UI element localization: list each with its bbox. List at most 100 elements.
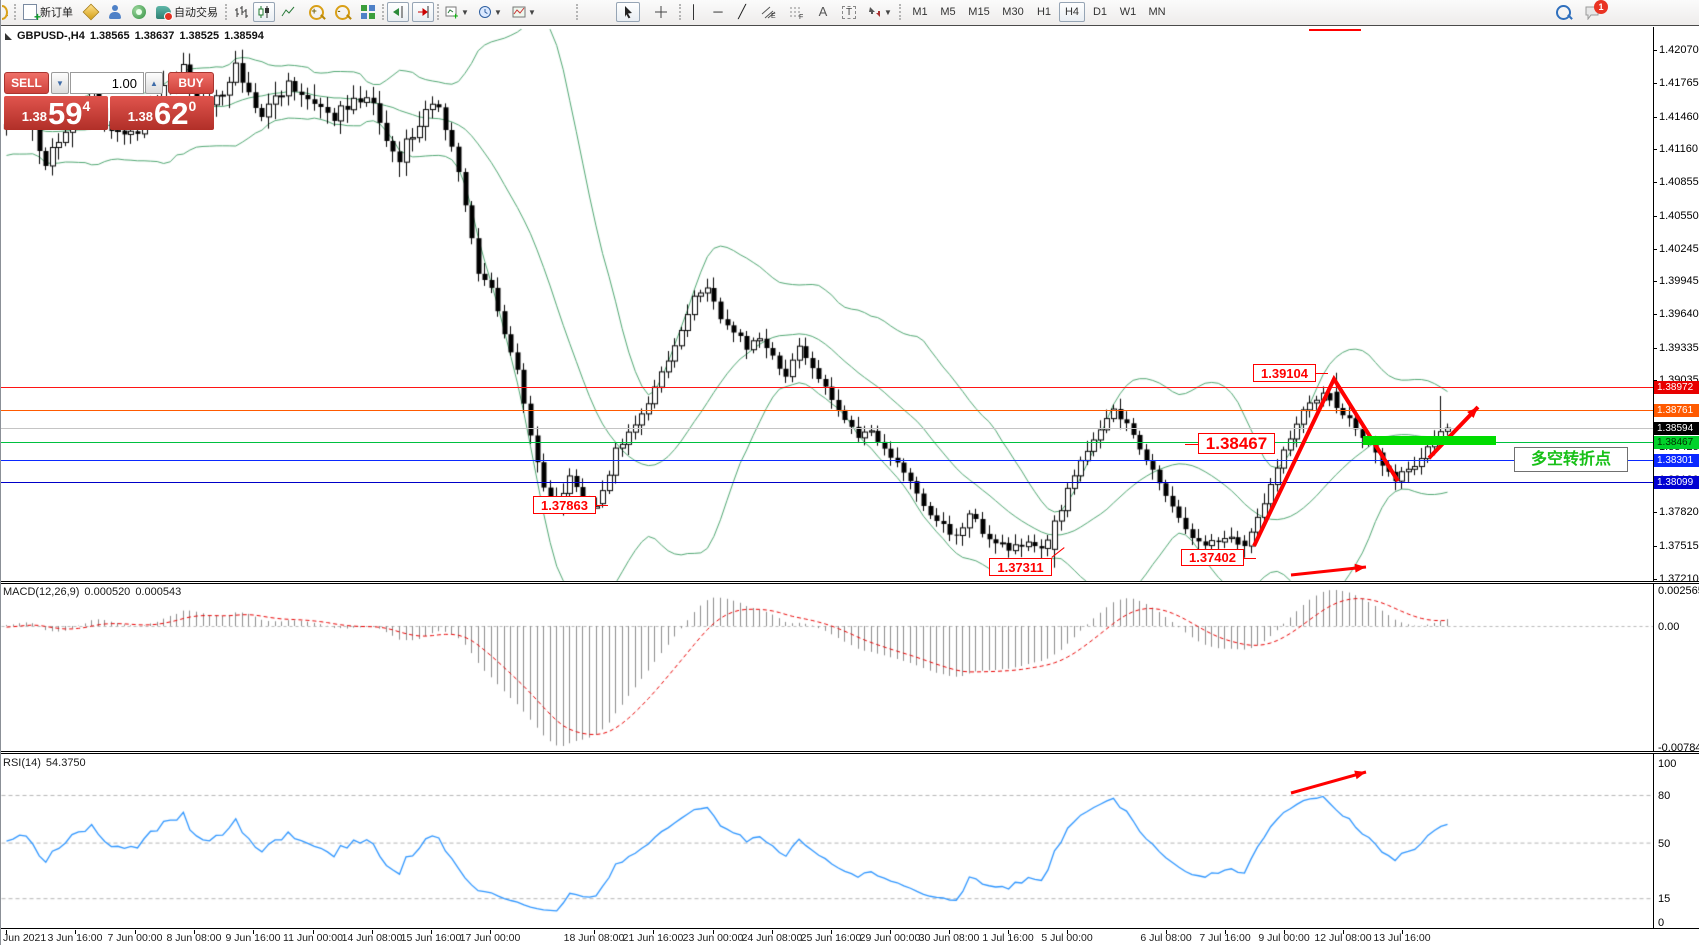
timeframe-h1[interactable]: H1: [1036, 6, 1052, 18]
current-price-line[interactable]: [1, 428, 1653, 429]
horizontal-level-line[interactable]: [1, 460, 1653, 461]
chart-title: GBPUSD-,H4 1.38565 1.38637 1.38525 1.385…: [5, 30, 264, 42]
zoom-out-icon: -: [334, 4, 350, 20]
timeframe-mn[interactable]: MN: [1148, 6, 1166, 18]
swing-label-connector: [1185, 443, 1198, 445]
new-chart-dropdown[interactable]: + ▼: [442, 2, 472, 22]
bar-chart-button[interactable]: [230, 2, 252, 22]
time-tick-mark: [1225, 930, 1226, 934]
toolbar-grip[interactable]: [225, 4, 230, 20]
autotrading-button[interactable]: 自动交易: [152, 2, 222, 22]
time-tick-label: 17 Jun 00:00: [459, 932, 521, 944]
toolbar-grip[interactable]: [437, 4, 442, 20]
notifications-button[interactable]: 1: [1579, 0, 1608, 22]
rsi-axis-label: 100: [1658, 758, 1677, 771]
buy-price-button[interactable]: 1.38 62 0: [110, 96, 214, 130]
price-canvas[interactable]: [1, 26, 1699, 945]
horizontal-level-line[interactable]: [1, 410, 1653, 411]
price-tick-mark: [1653, 182, 1657, 184]
price-tick-label: 1.41460: [1659, 110, 1699, 123]
search-button[interactable]: [1551, 2, 1575, 22]
buy-button[interactable]: BUY: [168, 72, 214, 94]
toolbar-grip[interactable]: [576, 4, 581, 20]
broadcast-button[interactable]: [128, 2, 150, 22]
time-tick-mark: [1402, 930, 1403, 934]
support-highlight-bar[interactable]: [1363, 436, 1496, 445]
horizontal-line-tool[interactable]: ─: [713, 4, 723, 19]
tile-windows-button[interactable]: [357, 2, 379, 22]
rsi-axis-label: 15: [1658, 893, 1671, 906]
time-tick-label: 24 Jun 08:00: [741, 932, 803, 944]
price-tick-mark: [1653, 149, 1657, 151]
price-axis-line: [1653, 27, 1654, 930]
chart-shift-button[interactable]: [387, 2, 409, 22]
crosshair-tool-button[interactable]: [649, 2, 673, 22]
arrows-dropdown[interactable]: ▼: [865, 2, 895, 22]
clock-icon: [479, 6, 492, 18]
timeframe-m30[interactable]: M30: [1002, 6, 1024, 18]
toolbar-grip[interactable]: [382, 4, 387, 20]
sell-price-button[interactable]: 1.38 59 4: [4, 96, 108, 130]
timeframe-d1[interactable]: D1: [1092, 6, 1108, 18]
price-tick-label: 1.37515: [1659, 539, 1699, 552]
macd-axis-label: 0.002565: [1658, 585, 1699, 597]
volume-input[interactable]: [70, 72, 144, 94]
rsi-current-value: 54.3750: [45, 757, 86, 769]
svg-text:E: E: [771, 13, 776, 19]
swing-price-label[interactable]: 1.37863: [533, 496, 596, 514]
auto-scroll-button[interactable]: [412, 2, 434, 22]
clipped-edge-icon: [1, 2, 9, 22]
sell-button[interactable]: SELL: [4, 72, 49, 94]
macd-main-value: 0.000520: [84, 586, 131, 598]
time-tick-mark: [75, 930, 76, 934]
horizontal-level-line[interactable]: [1, 482, 1653, 483]
volume-increase-button[interactable]: ▲: [145, 72, 163, 94]
pane-separator-rsi[interactable]: [1, 751, 1699, 754]
new-order-button[interactable]: 新订单: [19, 2, 77, 24]
toolbar-grip[interactable]: [14, 4, 19, 20]
ohlc-open: 1.38565: [89, 30, 130, 42]
timeframe-m15[interactable]: M15: [968, 6, 990, 18]
metaeditor-button[interactable]: [80, 2, 102, 22]
fibonacci-tool[interactable]: F: [784, 2, 808, 22]
rsi-axis-label: 50: [1658, 837, 1671, 850]
timeframe-h4[interactable]: H4: [1059, 2, 1085, 22]
svg-text:F: F: [799, 14, 803, 19]
periods-dropdown[interactable]: ▼: [475, 2, 505, 22]
candlestick-chart-button[interactable]: [253, 2, 275, 22]
indicators-dropdown[interactable]: ▼: [509, 2, 539, 22]
swing-price-label[interactable]: 1.37402: [1181, 549, 1244, 566]
horizontal-level-line[interactable]: [1, 387, 1653, 388]
time-tick-label: 15 Jun 16:00: [400, 932, 462, 944]
line-chart-button[interactable]: [277, 2, 299, 22]
time-tick-mark: [594, 930, 595, 934]
price-tick-mark: [1653, 248, 1657, 250]
zoom-out-button[interactable]: -: [331, 2, 353, 22]
toolbar-grip[interactable]: [679, 4, 684, 20]
swing-price-label[interactable]: 1.39104: [1253, 364, 1316, 382]
pane-separator-macd[interactable]: [1, 581, 1699, 584]
toolbar-grip[interactable]: [899, 4, 904, 20]
volume-decrease-button[interactable]: ▼: [51, 72, 69, 94]
trendline-tool[interactable]: ╱: [738, 4, 746, 19]
channel-tool[interactable]: E: [756, 2, 780, 22]
text-label-tool[interactable]: T: [837, 2, 861, 22]
macd-pane-label: MACD(12,26,9) 0.000520 0.000543: [3, 586, 182, 598]
turning-point-note[interactable]: 多空转折点: [1514, 447, 1628, 472]
vertical-line-tool[interactable]: │: [689, 4, 699, 19]
text-tool[interactable]: A: [818, 4, 828, 19]
svg-text:+: +: [453, 11, 458, 19]
swing-price-label[interactable]: 1.37311: [989, 558, 1052, 576]
time-tick-mark: [431, 930, 432, 934]
price-tick-label: 1.40245: [1659, 242, 1699, 255]
zoom-in-button[interactable]: +: [305, 2, 327, 22]
profile-button[interactable]: [104, 2, 126, 22]
timeframe-m1[interactable]: M1: [912, 6, 928, 18]
ohlc-low: 1.38525: [179, 30, 220, 42]
horizontal-level-line[interactable]: [1, 442, 1653, 443]
timeframe-w1[interactable]: W1: [1119, 6, 1137, 18]
price-tick-mark: [1653, 314, 1657, 316]
timeframe-m5[interactable]: M5: [940, 6, 956, 18]
swing-price-label[interactable]: 1.38467: [1198, 433, 1275, 454]
cursor-tool-button[interactable]: [616, 2, 640, 22]
